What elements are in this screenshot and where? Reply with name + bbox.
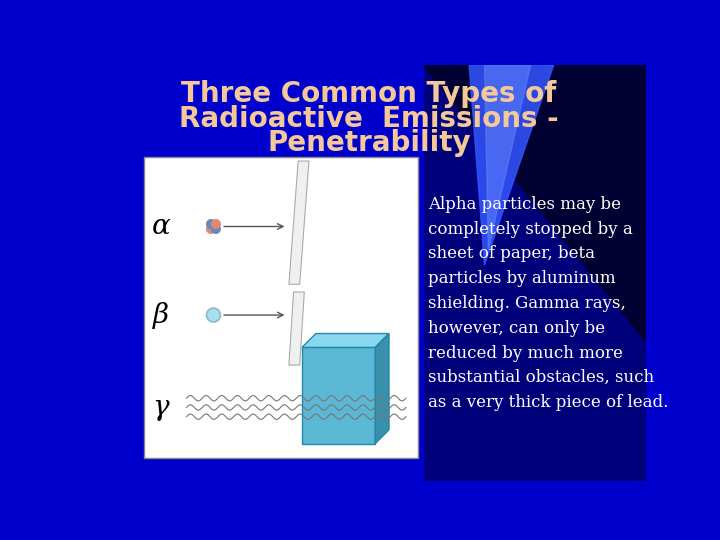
Bar xyxy=(92,65,423,481)
Polygon shape xyxy=(289,292,305,365)
Circle shape xyxy=(207,225,215,233)
Text: Alpha particles may be
completely stopped by a
sheet of paper, beta
particles by: Alpha particles may be completely stoppe… xyxy=(428,195,669,411)
Text: Radioactive  Emissions -: Radioactive Emissions - xyxy=(179,105,559,133)
Circle shape xyxy=(212,225,220,233)
Bar xyxy=(144,157,418,457)
Text: α: α xyxy=(152,213,171,240)
Bar xyxy=(302,347,375,444)
Polygon shape xyxy=(302,334,389,347)
Polygon shape xyxy=(289,161,309,284)
Circle shape xyxy=(207,220,215,228)
Polygon shape xyxy=(469,65,554,265)
Text: Three Common Types of: Three Common Types of xyxy=(181,80,557,108)
Polygon shape xyxy=(423,65,647,481)
Text: Penetrability: Penetrability xyxy=(267,130,471,157)
Polygon shape xyxy=(485,65,531,249)
Circle shape xyxy=(207,308,220,322)
Text: β: β xyxy=(153,301,169,328)
Polygon shape xyxy=(423,65,647,342)
Polygon shape xyxy=(375,334,389,444)
Text: γ: γ xyxy=(153,394,169,421)
Circle shape xyxy=(212,220,220,228)
